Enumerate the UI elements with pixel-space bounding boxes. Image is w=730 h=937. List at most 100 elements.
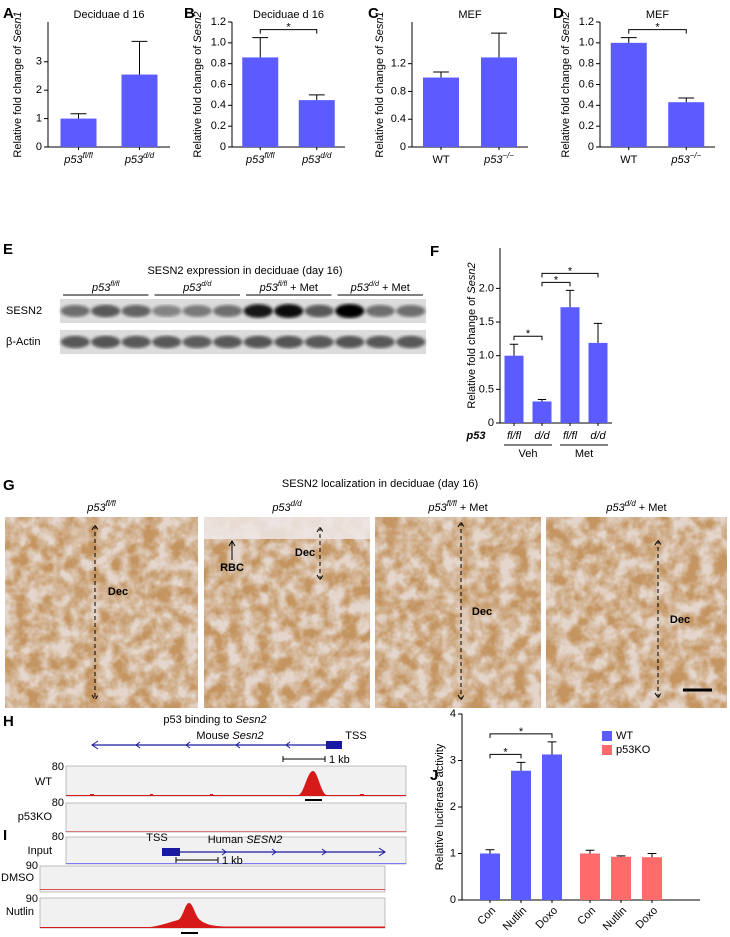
blot-band xyxy=(60,335,90,349)
x-tick-label: Nutlin xyxy=(601,905,629,933)
panel-title: p53 binding to Sesn2 xyxy=(163,714,266,726)
x-tick-label-part: p53 xyxy=(124,154,144,166)
region-label: RBC xyxy=(220,562,244,574)
y-tick-label: 0.4 xyxy=(391,113,406,125)
track xyxy=(39,865,386,893)
tss-label: TSS xyxy=(345,730,366,742)
y-tick-label: 0.2 xyxy=(211,120,226,132)
error-bar xyxy=(433,71,449,78)
y-axis-label-text: Relative luciferase activity xyxy=(434,743,446,870)
y-tick-label: 0.6 xyxy=(579,78,594,90)
bar xyxy=(532,401,552,423)
y-tick-label: 0.8 xyxy=(579,58,594,70)
x-tick-label-part: p53 xyxy=(245,154,265,166)
row-label: p53 xyxy=(466,430,486,442)
blot-band xyxy=(152,305,182,317)
track xyxy=(65,802,407,833)
histology-texture xyxy=(375,517,541,708)
error-bar xyxy=(616,855,626,857)
x-tick-label-part: −/− xyxy=(690,151,702,160)
x-tick-label: Con xyxy=(475,905,498,928)
x-tick-label: p53fl/fl xyxy=(63,151,93,166)
region-arrow xyxy=(457,521,465,701)
blot-band xyxy=(152,335,182,349)
y-tick-label: 0 xyxy=(488,417,494,429)
blot-band xyxy=(91,335,121,349)
panel-letter: C xyxy=(368,5,379,22)
exon xyxy=(326,741,342,749)
y-axis-label-text: Relative fold change of xyxy=(374,45,386,158)
row-label: SESN2 xyxy=(6,305,42,317)
y-axis-label-gene: Sesn1 xyxy=(12,11,24,42)
chart-title: MEF xyxy=(458,9,482,21)
track-name: DMSO xyxy=(1,872,34,884)
panel-letter: E xyxy=(3,241,13,258)
x-tick-label: WT xyxy=(432,154,449,166)
bar xyxy=(298,100,335,147)
y-tick-label: 0 xyxy=(588,141,594,153)
y-tick-label: 3 xyxy=(36,56,42,68)
y-tick-label: 0.8 xyxy=(211,58,226,70)
gene-species: Human xyxy=(208,834,243,846)
blot-band xyxy=(365,335,395,349)
y-tick-label: 2 xyxy=(450,801,456,813)
row-label: β-Actin xyxy=(6,336,40,348)
x-tick-label-part: WT xyxy=(432,154,449,166)
chart-panel: A Deciduae d 16 Relative fold change of Ses… xyxy=(3,5,170,166)
x-tick-label-part: fl/fl xyxy=(563,430,578,442)
x-tick-label-part: d/d xyxy=(590,430,606,442)
region-arrow xyxy=(654,539,662,699)
x-tick-label: d/d xyxy=(534,430,550,442)
bar xyxy=(121,74,158,147)
legend-label: WT xyxy=(616,730,633,742)
y-tick-label: 0.4 xyxy=(211,99,226,111)
error-bar xyxy=(70,113,87,119)
blot-band xyxy=(335,335,365,349)
y-tick-label: 0 xyxy=(400,141,406,153)
track-max: 80 xyxy=(52,797,64,809)
track-max: 90 xyxy=(26,860,38,872)
blot-strip xyxy=(60,330,426,354)
blot-band xyxy=(60,305,90,317)
bar xyxy=(642,857,662,900)
title-text: p53 binding to xyxy=(163,714,232,726)
error-bar xyxy=(585,849,595,854)
legend-swatch xyxy=(602,731,612,741)
title-gene: Sesn2 xyxy=(235,714,266,726)
track-name: p53KO xyxy=(18,811,53,823)
lane-group-label-part: fl/fl xyxy=(110,279,120,288)
y-tick-label: 1.0 xyxy=(479,350,494,362)
legend-swatch xyxy=(602,745,612,755)
region-label: Dec xyxy=(108,586,128,598)
image-label-part: p53 xyxy=(605,502,625,514)
gene-symbol: SESN2 xyxy=(246,834,282,846)
panel-letter: H xyxy=(3,713,14,730)
track-max: 80 xyxy=(52,761,64,773)
image-label-part: p53 xyxy=(271,502,291,514)
blot-band xyxy=(243,335,273,349)
image-label-part: p53 xyxy=(427,502,447,514)
x-tick-label-part: WT xyxy=(620,154,637,166)
significance-label: * xyxy=(568,265,573,277)
x-tick-label: p53d/d xyxy=(301,151,332,166)
histology-texture xyxy=(5,517,198,708)
significance-label: * xyxy=(655,22,660,34)
y-tick-label: 1.0 xyxy=(579,37,594,49)
error-bar xyxy=(491,32,507,58)
gene-name: Mouse Sesn2 xyxy=(196,730,263,742)
panel-letter: F xyxy=(430,243,439,260)
bar xyxy=(511,770,531,900)
region-label: Dec xyxy=(472,606,492,618)
y-axis-label: Relative fold change of Sesn2 xyxy=(560,11,572,157)
track xyxy=(39,897,386,929)
blot-band xyxy=(91,304,121,318)
scale-bar xyxy=(282,756,326,762)
x-tick-label: Doxo xyxy=(634,905,661,932)
y-axis-label-gene: Sesn2 xyxy=(466,262,478,293)
y-tick-label: 0 xyxy=(36,141,42,153)
blot-band xyxy=(304,304,334,318)
error-bar xyxy=(620,37,637,43)
image-label-part: d/d xyxy=(291,499,303,508)
